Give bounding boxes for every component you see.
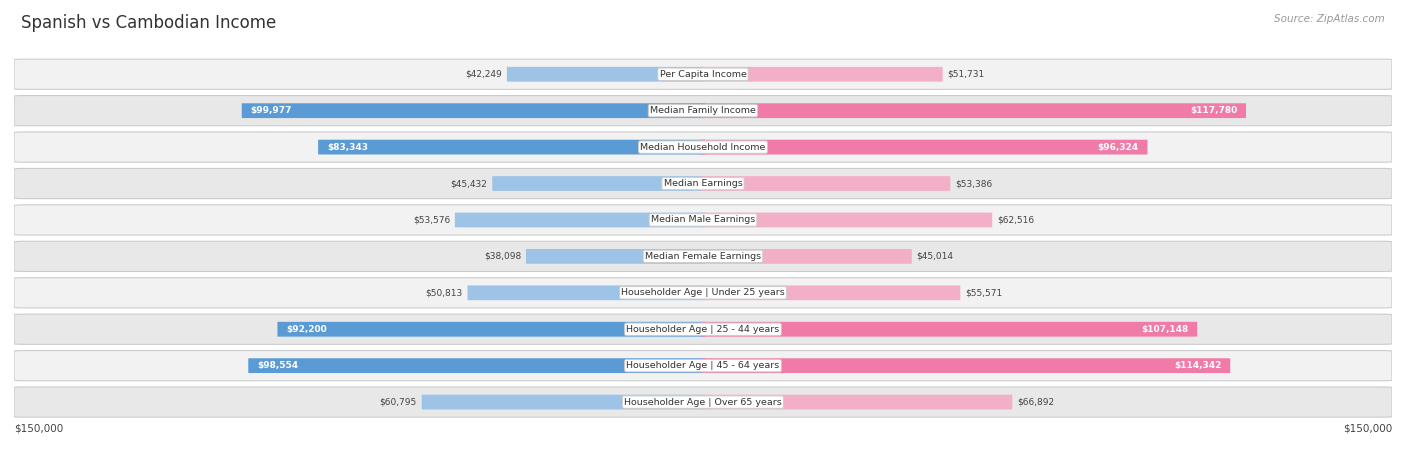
FancyBboxPatch shape [14, 96, 1392, 126]
Text: $45,014: $45,014 [917, 252, 953, 261]
Text: $99,977: $99,977 [250, 106, 292, 115]
Text: $150,000: $150,000 [1343, 423, 1392, 433]
Text: Source: ZipAtlas.com: Source: ZipAtlas.com [1274, 14, 1385, 24]
Text: $98,554: $98,554 [257, 361, 298, 370]
FancyBboxPatch shape [492, 176, 704, 191]
FancyBboxPatch shape [702, 176, 950, 191]
Text: Householder Age | 25 - 44 years: Householder Age | 25 - 44 years [627, 325, 779, 334]
FancyBboxPatch shape [14, 314, 1392, 344]
FancyBboxPatch shape [702, 249, 912, 264]
Text: $53,386: $53,386 [955, 179, 993, 188]
FancyBboxPatch shape [508, 67, 704, 82]
FancyBboxPatch shape [702, 285, 960, 300]
Text: $38,098: $38,098 [484, 252, 522, 261]
FancyBboxPatch shape [422, 395, 704, 410]
Text: $42,249: $42,249 [465, 70, 502, 79]
Text: $53,576: $53,576 [413, 215, 450, 225]
FancyBboxPatch shape [14, 205, 1392, 235]
FancyBboxPatch shape [702, 322, 1197, 337]
FancyBboxPatch shape [456, 212, 704, 227]
FancyBboxPatch shape [249, 358, 704, 373]
Text: $62,516: $62,516 [997, 215, 1035, 225]
Text: Householder Age | 45 - 64 years: Householder Age | 45 - 64 years [627, 361, 779, 370]
FancyBboxPatch shape [468, 285, 704, 300]
Text: $60,795: $60,795 [380, 397, 418, 407]
Text: $51,731: $51,731 [948, 70, 984, 79]
Text: Householder Age | Over 65 years: Householder Age | Over 65 years [624, 397, 782, 407]
FancyBboxPatch shape [14, 241, 1392, 271]
FancyBboxPatch shape [242, 103, 704, 118]
Text: $96,324: $96,324 [1098, 142, 1139, 152]
Text: $107,148: $107,148 [1142, 325, 1188, 334]
Text: Median Male Earnings: Median Male Earnings [651, 215, 755, 225]
Text: Median Household Income: Median Household Income [640, 142, 766, 152]
FancyBboxPatch shape [14, 169, 1392, 198]
Text: Spanish vs Cambodian Income: Spanish vs Cambodian Income [21, 14, 277, 32]
FancyBboxPatch shape [14, 278, 1392, 308]
Text: Median Family Income: Median Family Income [650, 106, 756, 115]
Text: $45,432: $45,432 [450, 179, 488, 188]
Text: $92,200: $92,200 [287, 325, 328, 334]
Text: $55,571: $55,571 [965, 288, 1002, 297]
FancyBboxPatch shape [14, 351, 1392, 381]
FancyBboxPatch shape [702, 140, 1147, 155]
FancyBboxPatch shape [14, 387, 1392, 417]
FancyBboxPatch shape [14, 59, 1392, 89]
FancyBboxPatch shape [277, 322, 704, 337]
FancyBboxPatch shape [526, 249, 704, 264]
FancyBboxPatch shape [702, 103, 1246, 118]
Text: $66,892: $66,892 [1017, 397, 1054, 407]
Text: $117,780: $117,780 [1189, 106, 1237, 115]
Text: $150,000: $150,000 [14, 423, 63, 433]
Text: $83,343: $83,343 [328, 142, 368, 152]
FancyBboxPatch shape [14, 132, 1392, 162]
Text: Householder Age | Under 25 years: Householder Age | Under 25 years [621, 288, 785, 297]
Text: Median Female Earnings: Median Female Earnings [645, 252, 761, 261]
FancyBboxPatch shape [318, 140, 704, 155]
FancyBboxPatch shape [702, 212, 993, 227]
FancyBboxPatch shape [702, 67, 942, 82]
FancyBboxPatch shape [702, 358, 1230, 373]
Text: $114,342: $114,342 [1174, 361, 1222, 370]
Text: Median Earnings: Median Earnings [664, 179, 742, 188]
Text: Per Capita Income: Per Capita Income [659, 70, 747, 79]
Text: $50,813: $50,813 [426, 288, 463, 297]
FancyBboxPatch shape [702, 395, 1012, 410]
